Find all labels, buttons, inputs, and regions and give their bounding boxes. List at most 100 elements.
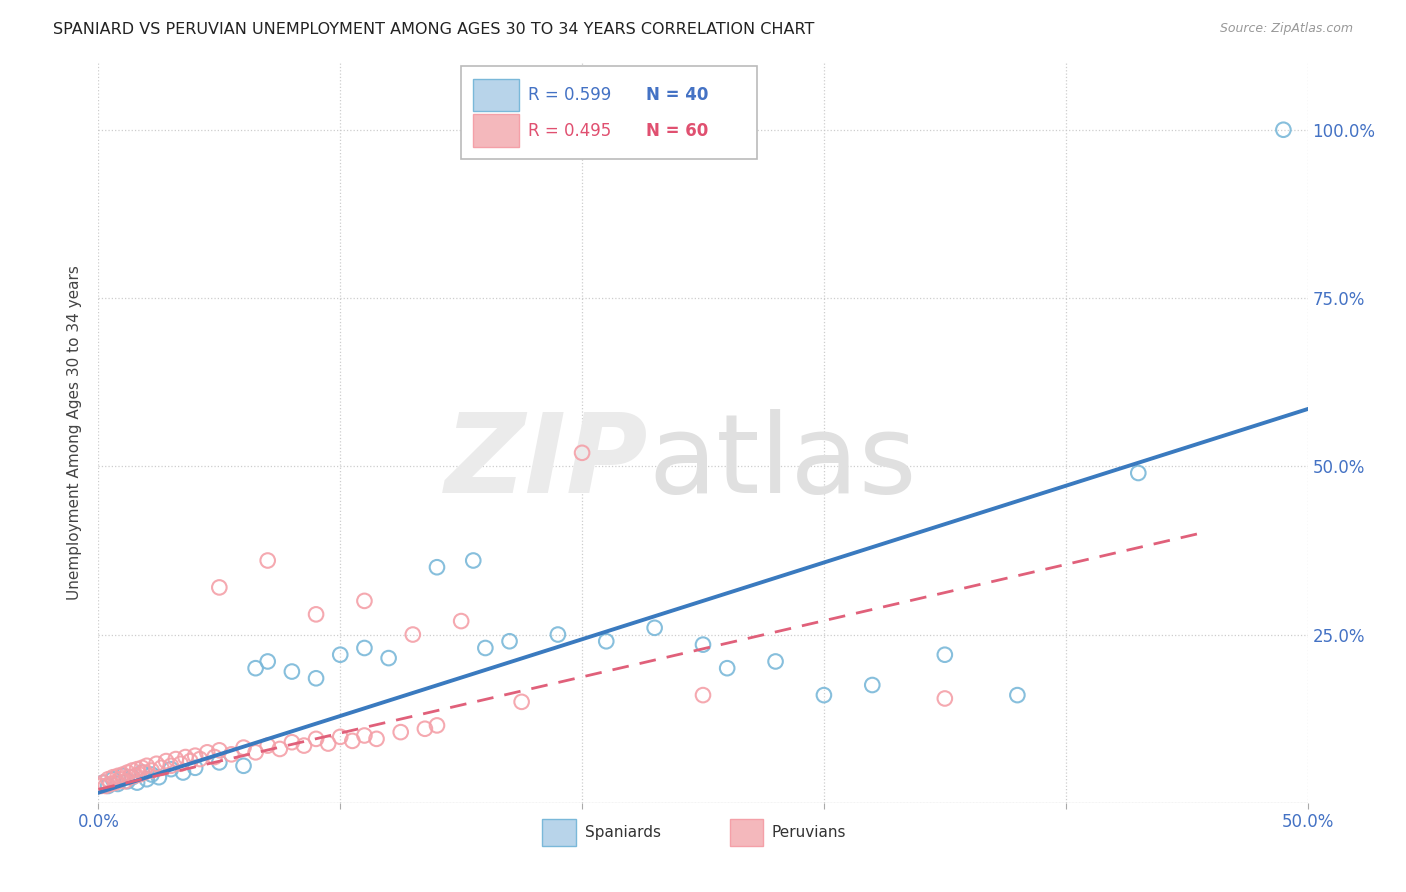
Point [121,770,143,784]
Point [208,756,231,770]
Point [179,754,201,768]
Point [765,655,787,669]
Point [195,745,218,759]
Point [91,775,114,789]
Point [107,777,129,791]
Point [692,688,714,702]
Point [305,607,328,622]
Point [547,627,569,641]
Point [121,764,143,778]
Point [165,752,187,766]
Point [204,750,226,764]
Point [131,761,153,775]
Point [413,722,436,736]
Point [118,770,141,784]
Point [90,779,112,793]
Text: ZIP: ZIP [446,409,648,516]
Text: N = 40: N = 40 [647,86,709,104]
Point [221,747,243,762]
Point [292,739,315,753]
Point [692,638,714,652]
Point [463,553,485,567]
Point [232,758,254,772]
Point [934,648,956,662]
Point [256,739,278,753]
Point [145,756,167,771]
Point [426,560,449,574]
Point [353,640,375,655]
Point [353,729,375,743]
Point [135,772,157,787]
Point [188,752,211,766]
FancyBboxPatch shape [474,78,519,112]
Point [305,731,328,746]
Point [131,765,153,780]
Point [813,688,835,702]
Point [269,742,291,756]
Point [934,691,956,706]
Point [1007,688,1029,702]
Point [141,767,163,781]
Point [353,594,375,608]
Text: N = 60: N = 60 [647,121,709,139]
Point [127,762,149,776]
Point [135,758,157,772]
Point [111,769,134,783]
Point [117,765,139,780]
Point [389,725,412,739]
Point [184,748,207,763]
Point [232,740,254,755]
Point [208,581,231,595]
Point [316,737,339,751]
Point [208,743,231,757]
Text: Source: ZipAtlas.com: Source: ZipAtlas.com [1219,22,1353,36]
Point [329,648,352,662]
Text: SPANIARD VS PERUVIAN UNEMPLOYMENT AMONG AGES 30 TO 34 YEARS CORRELATION CHART: SPANIARD VS PERUVIAN UNEMPLOYMENT AMONG … [53,22,815,37]
Point [174,750,197,764]
Point [305,671,328,685]
FancyBboxPatch shape [461,66,758,159]
Point [101,772,124,787]
Point [426,718,449,732]
Point [169,756,191,771]
Point [160,762,183,776]
Point [510,695,533,709]
Point [281,665,304,679]
Point [155,754,177,768]
Point [256,553,278,567]
Point [160,758,183,772]
FancyBboxPatch shape [730,819,763,846]
Point [402,627,425,641]
Point [141,764,163,778]
Point [94,779,117,793]
Point [1272,122,1295,136]
Point [148,770,170,784]
Text: Spaniards: Spaniards [585,825,661,840]
Point [860,678,883,692]
Point [450,614,472,628]
Point [108,772,131,787]
Point [474,640,496,655]
Point [342,734,364,748]
Point [329,730,352,744]
Text: atlas: atlas [648,409,917,516]
Point [134,765,156,780]
Point [256,655,278,669]
Point [128,767,150,781]
Point [1128,466,1150,480]
Text: R = 0.495: R = 0.495 [527,121,612,139]
Point [716,661,738,675]
FancyBboxPatch shape [474,114,519,147]
Point [366,731,388,746]
Point [117,774,139,789]
Point [644,621,666,635]
Point [498,634,520,648]
Point [114,774,136,789]
Point [104,775,127,789]
Point [150,761,173,775]
Point [281,735,304,749]
Point [245,661,267,675]
Point [184,761,207,775]
Text: R = 0.599: R = 0.599 [527,86,612,104]
Point [111,767,134,781]
